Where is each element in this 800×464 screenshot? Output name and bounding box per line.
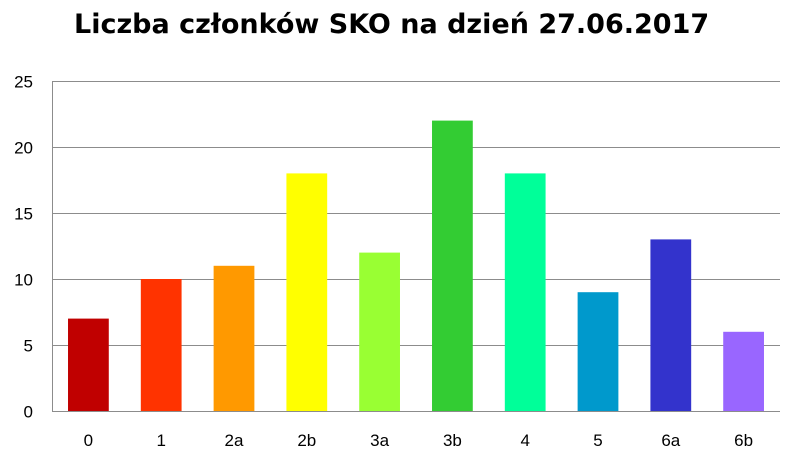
y-tick-label: 0 — [24, 403, 33, 422]
x-tick-label: 5 — [593, 431, 602, 450]
x-tick-label: 6b — [734, 431, 753, 450]
bars — [68, 120, 764, 411]
bar-1 — [140, 279, 182, 411]
bar-6a — [650, 239, 692, 411]
y-axis-tick-labels: 0 5 10 15 20 25 — [14, 73, 33, 422]
x-tick-label: 2b — [297, 431, 316, 450]
x-tick-label: 3b — [443, 431, 462, 450]
bar-3a — [359, 252, 400, 411]
bar-6b — [723, 331, 764, 411]
bar-2b — [286, 173, 328, 411]
x-tick-label: 4 — [520, 431, 529, 450]
x-tick-label: 0 — [84, 431, 93, 450]
y-tick-label: 20 — [14, 139, 33, 158]
x-tick-label: 3a — [370, 431, 389, 450]
y-tick-label: 10 — [14, 271, 33, 290]
x-axis-tick-labels: 0 1 2a 2b 3a 3b 4 5 6a 6b — [84, 431, 753, 450]
x-tick-label: 2a — [225, 431, 244, 450]
y-tick-label: 25 — [14, 73, 33, 92]
bar-5 — [577, 292, 619, 411]
chart-title: Liczba członków SKO na dzień 27.06.2017 — [74, 9, 709, 40]
y-tick-label: 15 — [14, 205, 33, 224]
bar-4 — [504, 173, 546, 411]
x-tick-label: 6a — [661, 431, 680, 450]
bar-2a — [213, 265, 255, 411]
bar-3b — [432, 120, 473, 411]
x-tick-label: 1 — [156, 431, 165, 450]
bar-0 — [68, 318, 109, 411]
y-tick-label: 5 — [24, 337, 33, 356]
